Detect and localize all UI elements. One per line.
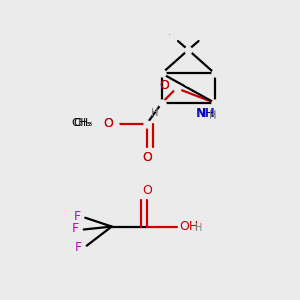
Text: H: H xyxy=(209,111,216,121)
Text: O: O xyxy=(142,151,152,164)
Text: O: O xyxy=(159,79,169,92)
Text: O: O xyxy=(103,117,113,130)
Text: NH: NH xyxy=(196,107,214,120)
Text: H: H xyxy=(195,223,202,233)
Text: F: F xyxy=(72,222,79,236)
Text: O: O xyxy=(142,151,152,164)
Text: CH₃: CH₃ xyxy=(72,118,91,128)
Text: H: H xyxy=(209,110,216,120)
Text: O: O xyxy=(159,79,169,92)
Text: O: O xyxy=(142,184,152,196)
Text: H: H xyxy=(152,108,159,118)
Text: NH: NH xyxy=(197,107,216,120)
Text: F: F xyxy=(75,241,82,254)
Text: F: F xyxy=(74,210,81,223)
Text: O: O xyxy=(103,117,113,130)
Text: H: H xyxy=(152,108,159,118)
Text: OH: OH xyxy=(179,220,199,233)
Text: CH₂: CH₂ xyxy=(169,34,172,35)
Text: CH₃: CH₃ xyxy=(73,118,93,128)
